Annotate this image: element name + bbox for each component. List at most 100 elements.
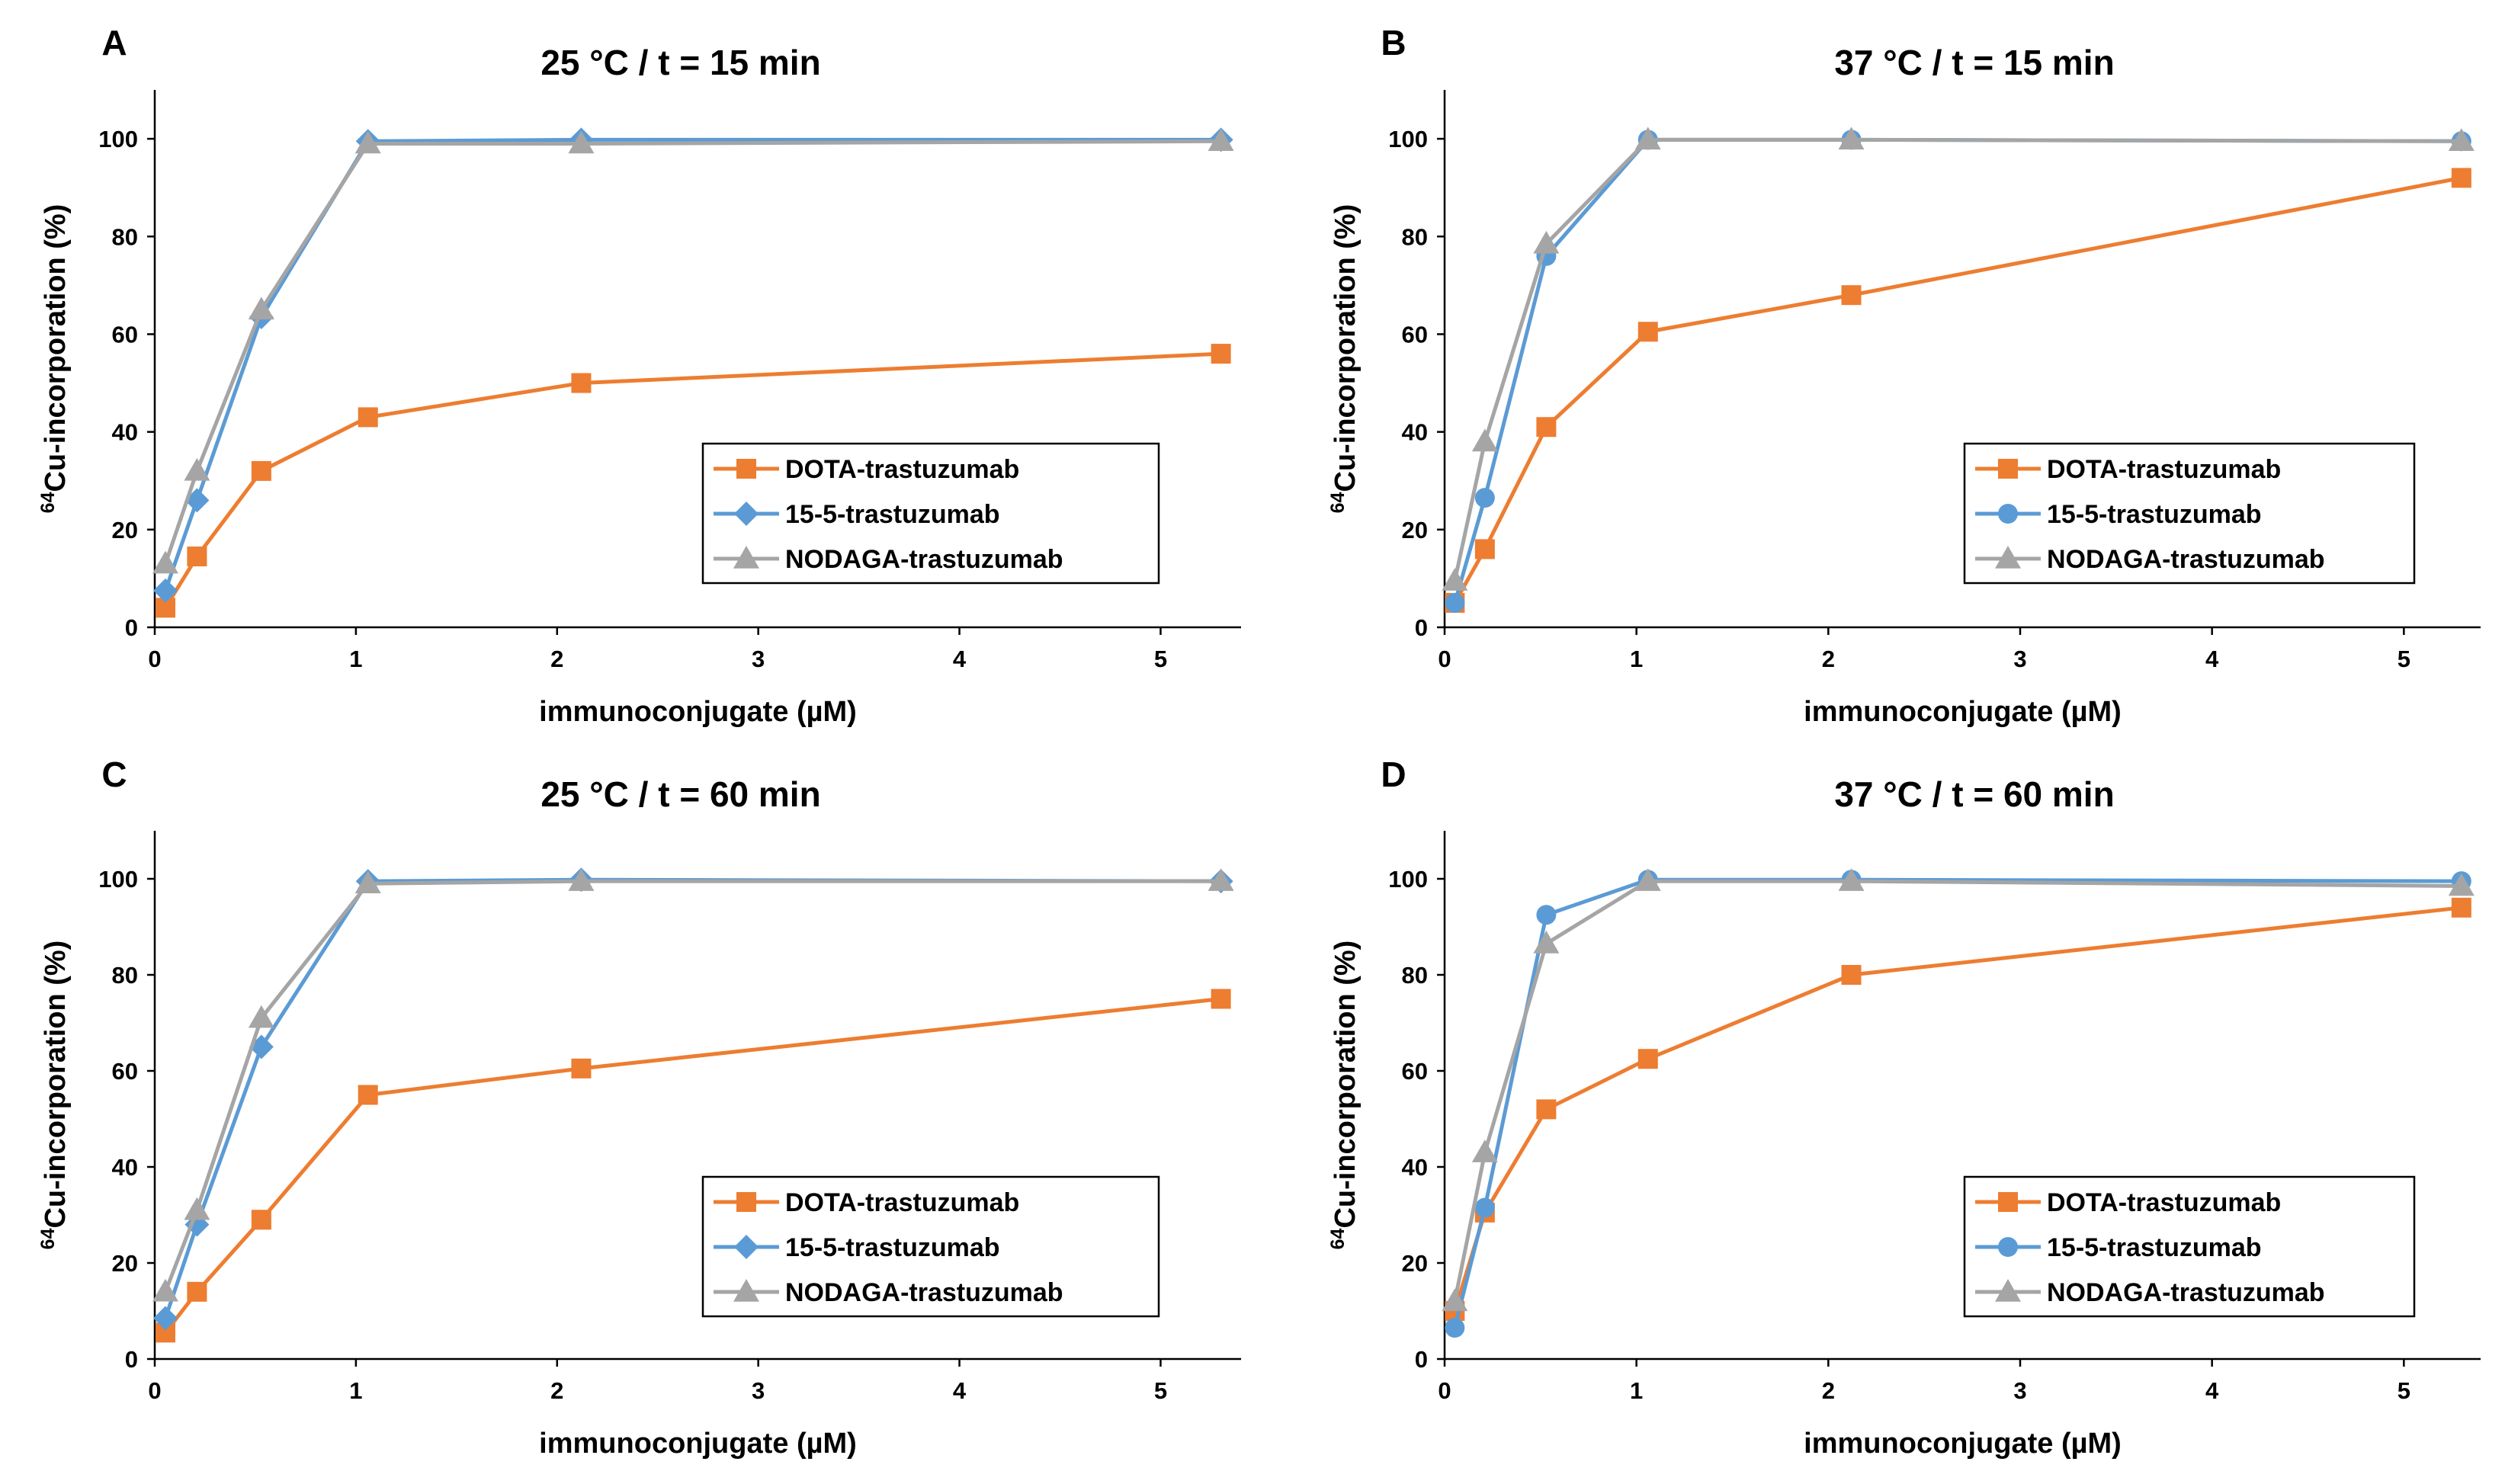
y-axis-label-text: Cu-incorporation (%) <box>40 204 72 492</box>
y-axis-label: 64Cu-incorporation (%) <box>37 204 72 514</box>
panel-letter: A <box>101 23 127 63</box>
data-point <box>1838 127 1865 150</box>
legend-label: 15-5-trastuzumab <box>2047 1233 2262 1262</box>
data-point <box>1536 905 1557 925</box>
x-tick-label: 0 <box>1438 646 1451 672</box>
x-tick-label: 1 <box>1630 646 1643 672</box>
series-nodaga-trastuzumab <box>1442 868 2475 1312</box>
series-dota-trastuzumab <box>155 344 1231 618</box>
y-axis-label: 64Cu-incorporation (%) <box>37 941 72 1250</box>
legend-label: 15-5-trastuzumab <box>2047 500 2262 529</box>
x-tick-label: 0 <box>1438 1377 1451 1404</box>
y-tick-label: 0 <box>125 614 138 641</box>
legend-label: DOTA-trastuzumab <box>785 1188 1019 1217</box>
legend: DOTA-trastuzumab 15-5-trastuzumab NODAGA-t… <box>701 1175 1160 1318</box>
legend-marker <box>733 1279 759 1302</box>
series-nodaga-trastuzumab <box>152 868 1234 1302</box>
x-axis-label: immunoconjugate (µM) <box>1804 1428 2122 1460</box>
data-point <box>571 1058 592 1079</box>
data-point <box>1211 989 1231 1009</box>
panel-letter: B <box>1381 23 1406 63</box>
x-axis-label: immunoconjugate (µM) <box>539 696 857 728</box>
data-point <box>248 1005 274 1028</box>
x-tick-label: 2 <box>1822 646 1835 672</box>
chart-panel-a: A 25 °C / t = 15 min 0 20 40 60 80 100 0 1 2 3 4 5 imm… <box>37 23 1241 728</box>
data-point <box>184 1197 210 1220</box>
y-tick-label: 100 <box>98 866 138 893</box>
data-point <box>152 550 178 574</box>
data-point <box>187 546 207 567</box>
legend-label: NODAGA-trastuzumab <box>785 1278 1063 1307</box>
x-axis-label: immunoconjugate (µM) <box>1804 696 2122 728</box>
series-line <box>1452 879 2462 1302</box>
y-axis-label: 64Cu-incorporation (%) <box>1327 204 1362 514</box>
data-point <box>1474 539 1495 559</box>
data-point <box>1471 1139 1498 1162</box>
y-tick-label: 80 <box>112 962 138 989</box>
x-tick-label: 2 <box>550 646 563 672</box>
data-point <box>152 1278 178 1302</box>
y-tick-label: 60 <box>112 321 138 348</box>
data-point <box>1533 230 1560 254</box>
data-point <box>358 1085 378 1105</box>
series-nodaga-trastuzumab <box>152 128 1234 574</box>
y-tick-label: 60 <box>1402 321 1428 348</box>
chart-title: 25 °C / t = 15 min <box>540 43 820 82</box>
data-point <box>1533 931 1560 954</box>
x-tick-label: 4 <box>953 1377 967 1404</box>
y-axis-label-superscript: 64 <box>37 492 59 513</box>
x-tick-label: 3 <box>2013 646 2026 672</box>
data-point <box>1536 1099 1557 1120</box>
y-tick-label: 60 <box>1402 1058 1428 1085</box>
legend-marker <box>736 459 756 479</box>
y-tick-label: 40 <box>112 419 138 446</box>
data-point <box>248 296 274 320</box>
legend-label: NODAGA-trastuzumab <box>785 545 1063 574</box>
legend-marker <box>733 546 759 569</box>
data-point <box>1474 1197 1495 1218</box>
panel-letter: D <box>1381 755 1406 794</box>
data-point <box>1841 285 1862 306</box>
legend-marker <box>1998 1237 2018 1257</box>
legend-marker <box>1995 1279 2021 1302</box>
data-point <box>571 373 592 393</box>
data-point <box>2451 168 2471 188</box>
legend-marker <box>1998 504 2018 524</box>
y-tick-label: 80 <box>1402 962 1428 989</box>
chart-panel-d: D 37 °C / t = 60 min 0 20 40 60 80 100 0 1 2 3 4 5 imm… <box>1327 755 2481 1460</box>
legend-label: 15-5-trastuzumab <box>785 500 1000 529</box>
data-point <box>1471 428 1498 452</box>
y-tick-label: 0 <box>1415 614 1428 641</box>
data-point <box>1634 127 1661 150</box>
chart-panel-b: B 37 °C / t = 15 min 0 20 40 60 80 100 0 1 2 3 4 5 imm… <box>1327 23 2481 728</box>
y-tick-label: 20 <box>1402 517 1428 543</box>
data-point <box>152 578 178 603</box>
y-tick-label: 100 <box>98 126 138 152</box>
legend-marker <box>736 1192 756 1212</box>
legend: DOTA-trastuzumab 15-5-trastuzumab NODAGA-t… <box>1963 1175 2416 1318</box>
x-tick-label: 2 <box>550 1377 563 1404</box>
legend-marker <box>734 1235 759 1259</box>
y-tick-label: 40 <box>1402 419 1428 446</box>
x-tick-label: 4 <box>953 646 967 672</box>
data-point <box>1536 417 1557 438</box>
y-tick-label: 100 <box>1388 866 1428 893</box>
legend-label: 15-5-trastuzumab <box>785 1233 1000 1262</box>
data-point <box>1634 868 1661 891</box>
series-line <box>1452 137 2462 582</box>
x-tick-label: 5 <box>2398 646 2410 672</box>
y-tick-label: 60 <box>112 1058 138 1085</box>
y-tick-label: 20 <box>112 1250 138 1277</box>
data-point <box>1838 868 1865 891</box>
data-point <box>568 868 595 891</box>
chart-title: 37 °C / t = 15 min <box>1834 43 2114 82</box>
x-tick-label: 4 <box>2205 1377 2219 1404</box>
y-axis-label-superscript: 64 <box>37 1228 59 1249</box>
y-tick-label: 40 <box>112 1154 138 1181</box>
data-point <box>1474 488 1495 508</box>
data-point <box>1211 344 1231 364</box>
data-point <box>1637 1049 1658 1069</box>
data-point <box>1445 1318 1465 1338</box>
x-tick-label: 1 <box>1630 1377 1643 1404</box>
x-tick-label: 3 <box>752 646 765 672</box>
